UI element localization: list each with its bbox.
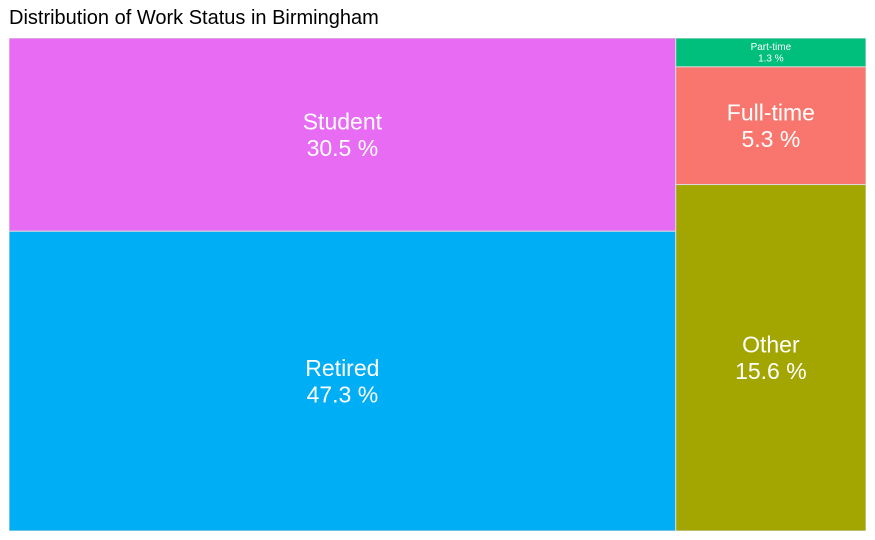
tile-retired <box>9 230 677 531</box>
treemap-plot: Student 30.5 % Retired 47.3 % Part-time 1.3 %… <box>9 38 866 531</box>
tile-student <box>9 38 677 232</box>
tile-name-full-time: Full-time <box>727 100 815 126</box>
tile-value-student: 30.5 % <box>307 135 379 161</box>
tile-name-other: Other <box>742 332 800 358</box>
tile-value-part-time: 1.3 % <box>758 54 784 65</box>
tile-other <box>675 184 866 531</box>
tile-name-part-time: Part-time <box>751 42 792 53</box>
tile-value-full-time: 5.3 % <box>741 126 800 152</box>
tile-value-retired: 47.3 % <box>307 381 379 407</box>
tile-full-time <box>675 66 866 186</box>
tile-name-retired: Retired <box>305 355 379 381</box>
chart-title: Distribution of Work Status in Birmingha… <box>9 7 379 29</box>
tile-value-other: 15.6 % <box>735 358 807 384</box>
tile-name-student: Student <box>303 108 383 134</box>
